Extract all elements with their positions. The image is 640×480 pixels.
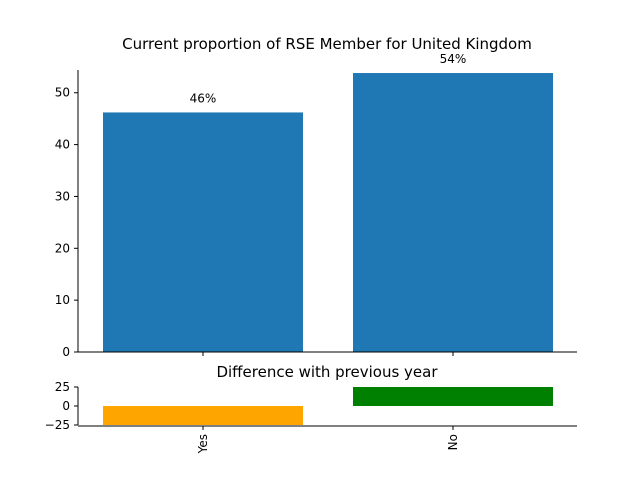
bottom-chart-title: Difference with previous year: [216, 363, 438, 381]
x-tick-label-yes: Yes: [196, 434, 210, 454]
top-y-tick-label: 20: [55, 241, 70, 255]
bottom-y-tick-label: 25: [55, 380, 70, 394]
top-y-tick-label: 0: [62, 345, 70, 359]
top-y-tick-label: 40: [55, 138, 70, 152]
bottom-y-tick-label: −25: [45, 418, 70, 432]
top-y-tick-label: 30: [55, 189, 70, 203]
top-bar-no: [353, 73, 553, 352]
bottom-y-tick-label: 0: [62, 399, 70, 413]
bottom-chart: Difference with previous year −25 0 25 Yes N…: [45, 363, 577, 454]
top-y-tick-label: 50: [55, 86, 70, 100]
bottom-bar-yes: [103, 406, 303, 425]
top-data-label-yes: 46%: [190, 91, 217, 105]
bottom-bar-no: [353, 387, 553, 406]
top-chart-title: Current proportion of RSE Member for Uni…: [122, 35, 532, 53]
top-bar-yes: [103, 112, 303, 352]
top-data-label-no: 54%: [440, 52, 467, 66]
top-chart: Current proportion of RSE Member for Uni…: [55, 35, 577, 359]
top-y-tick-label: 10: [55, 293, 70, 307]
x-tick-label-no: No: [446, 434, 460, 450]
